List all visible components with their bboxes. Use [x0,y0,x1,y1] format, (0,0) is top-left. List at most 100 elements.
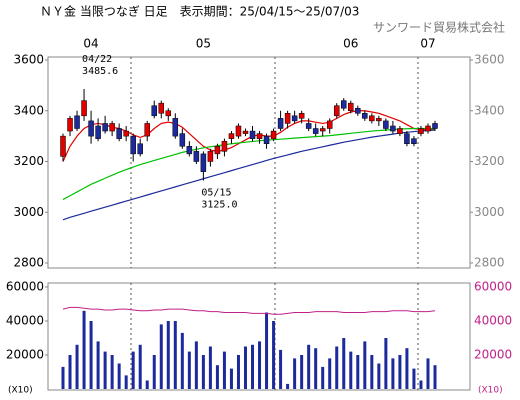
volume-bar [321,366,325,389]
y-tick-label: 2800 [13,256,44,270]
candle-body [200,153,207,172]
candle-body [404,133,410,144]
candle-body [270,130,277,139]
volume-bar [314,348,318,389]
candle-body [291,115,298,122]
annotation-date: 05/15 [201,188,231,199]
candle-body [277,118,284,129]
y-tick-label-right: 2800 [474,256,505,270]
candle-body [186,146,193,155]
volume-bar [356,355,360,389]
volume-bar [293,358,297,389]
volume-bar [265,312,269,389]
candle-body [214,146,221,155]
candle-body [284,113,291,124]
candle-body [341,100,347,109]
volume-bar [236,355,240,389]
volume-bar [384,338,388,389]
candle-body [221,140,228,152]
volume-bar [215,365,219,389]
volume-bar [412,368,416,389]
volume-bar [117,363,121,389]
candle-body [355,107,361,114]
volume-bar [152,355,156,389]
candle-body [326,120,333,129]
y-tick-label: 3600 [13,53,44,67]
candle-body [158,102,165,114]
volume-bar [251,344,255,389]
candle-body [88,120,94,137]
volume-bar [159,324,163,389]
candle-body [418,128,424,134]
volume-bar [363,341,367,389]
volume-bar [279,349,283,389]
volume-bar [419,380,423,389]
candle-body [207,151,214,162]
volume-bar [300,355,304,389]
candle-body [137,143,143,155]
month-label: 05 [196,37,211,51]
y-tick-label-right: 3000 [474,205,505,219]
candle-body [348,102,354,111]
volume-bar [377,363,381,389]
volume-panel [47,282,471,391]
volume-line [62,306,436,315]
volume-bar [145,380,149,389]
chart-title: ＮＹ金 当限つなぎ 日足 表示期間：25/04/15～25/07/03 [40,4,359,19]
volume-bar [286,383,290,389]
candle-body [74,115,80,129]
candle-body [144,123,150,137]
volume-bar [96,341,100,389]
candle-body [130,135,136,155]
volume-tick-label: 40000 [6,314,44,328]
candle-body [151,105,157,117]
volume-bar [75,344,79,389]
candle-body [305,123,312,129]
candle-body [256,133,263,139]
volume-bar [89,321,93,389]
candle-body [397,128,403,134]
volume-unit-right: (X10) [478,386,503,396]
volume-tick-label-right: 20000 [474,348,512,362]
candle-body [312,128,319,134]
volume-bar [166,321,170,389]
volume-bar [180,332,184,389]
candle-body [123,130,129,137]
volume-bar [110,355,114,389]
candle-body [362,113,368,119]
volume-bar [258,341,262,389]
volume-bar [124,375,128,389]
candle-body [333,105,340,117]
candle-body [263,135,270,144]
volume-bar [391,358,395,389]
candle-body [298,113,305,119]
volume-bar [243,346,247,389]
volume-bar [335,346,339,389]
candle-body [102,123,108,132]
candle-body [193,151,200,162]
volume-bar [103,351,107,389]
volume-bar [349,351,353,389]
volume-bar [201,355,205,389]
annotation-date: 04/22 [82,54,112,65]
candle-body [81,100,87,117]
candle-body [390,125,396,132]
candle-body [425,125,431,132]
candle-body [60,135,66,157]
volume-bar [82,310,86,389]
volume-bar [222,351,226,389]
candle-body [109,123,115,132]
moving-average [62,129,436,221]
volume-tick-label-right: 40000 [474,314,512,328]
month-label: 04 [83,37,98,51]
volume-bar [229,368,233,389]
candle-body [376,118,382,122]
volume-bar [208,346,212,389]
candle-body [319,128,326,132]
y-tick-label: 3000 [13,205,44,219]
candle-body [179,133,186,147]
candle-body [165,110,172,117]
volume-bar [405,348,409,389]
